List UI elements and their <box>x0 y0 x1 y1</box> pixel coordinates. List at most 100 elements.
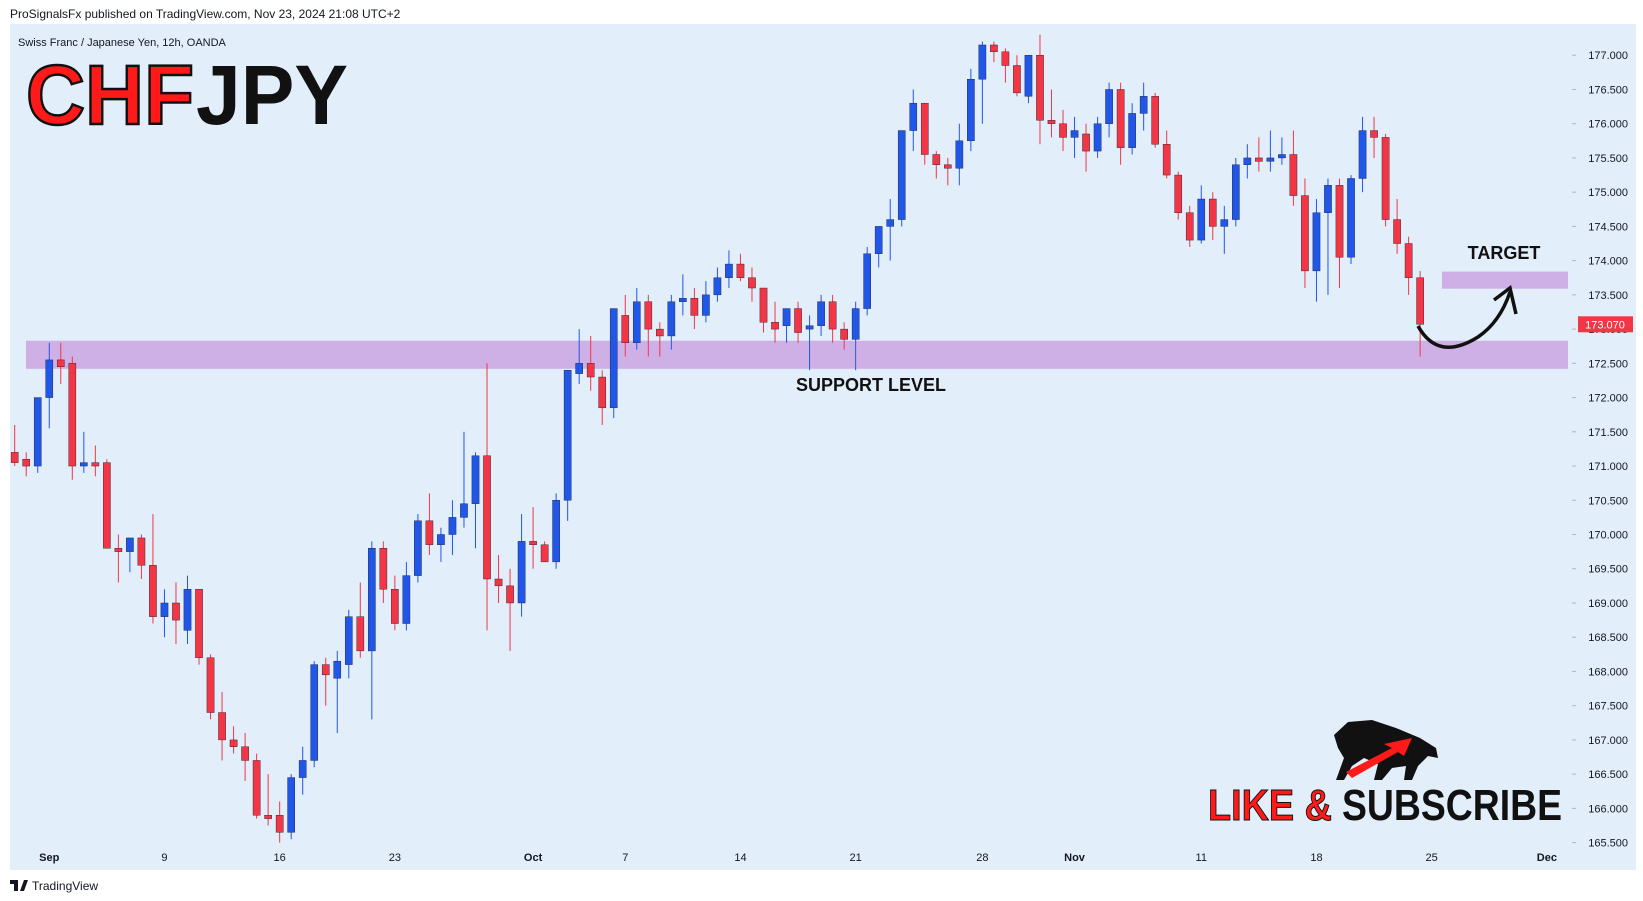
candle-body <box>1082 133 1090 152</box>
candle-body <box>644 301 653 330</box>
candle-body <box>690 298 699 316</box>
tradingview-logo <box>10 880 28 891</box>
y-tick-label: 171.000 <box>1588 461 1628 473</box>
candle-body <box>1381 137 1390 220</box>
candle-body <box>195 589 203 658</box>
y-tick-label: 176.000 <box>1588 119 1628 131</box>
y-tick-label: 165.500 <box>1588 838 1628 850</box>
candle-body <box>1220 219 1229 227</box>
candle-body <box>1197 198 1206 241</box>
title-right: JPY <box>196 48 348 142</box>
zone-label: TARGET <box>1468 243 1541 263</box>
bull-swoosh <box>1346 738 1412 778</box>
y-tick-label: 167.500 <box>1588 701 1628 713</box>
candle-body <box>356 616 365 652</box>
candle-body <box>437 534 445 545</box>
x-tick-label: 23 <box>389 852 401 864</box>
candle-body <box>333 660 342 679</box>
candle-body <box>1370 130 1378 138</box>
candle-body <box>563 369 572 501</box>
footer-brand: TradingView <box>32 879 98 893</box>
candle-body <box>1174 174 1183 213</box>
x-tick-label: 21 <box>850 852 862 864</box>
candle-body <box>840 328 848 340</box>
candle-body <box>1358 130 1367 179</box>
candle-body <box>1324 185 1332 213</box>
candle-body <box>667 301 676 337</box>
candle-body <box>56 359 65 367</box>
candle-body <box>275 815 284 833</box>
publisher-line: ProSignalsFx published on TradingView.co… <box>10 7 401 21</box>
y-tick-label: 172.500 <box>1588 358 1628 370</box>
candle-body <box>1093 123 1102 152</box>
candle-body <box>448 517 457 535</box>
logo-mark <box>10 880 18 891</box>
candle-body <box>494 578 503 587</box>
candle-body <box>1036 55 1044 121</box>
candle-body <box>517 541 526 604</box>
candle-body <box>1070 130 1079 138</box>
y-tick-label: 171.500 <box>1588 427 1628 439</box>
candle-body <box>402 575 411 624</box>
candle-body <box>1301 195 1309 272</box>
candle-body <box>1139 96 1148 114</box>
x-tick-label: 28 <box>976 852 988 864</box>
candle-body <box>1266 157 1275 162</box>
candle-body <box>944 164 952 169</box>
candle-body <box>1013 65 1021 94</box>
candle-body <box>794 308 802 333</box>
candle-body <box>137 537 146 566</box>
candle-body <box>206 657 215 713</box>
candle-body <box>344 616 353 665</box>
candle-body <box>656 328 664 337</box>
candle-body <box>967 78 975 142</box>
y-tick-label: 172.000 <box>1588 393 1628 405</box>
y-tick-label: 170.500 <box>1588 495 1628 507</box>
x-tick-label: 16 <box>274 852 286 864</box>
candle-body <box>702 294 710 316</box>
candle-body <box>736 263 745 278</box>
candle-body <box>126 537 134 552</box>
candle-body <box>990 44 998 53</box>
last-price-label: 173.070 <box>1585 319 1625 331</box>
candle-body <box>1116 89 1125 148</box>
candle-body <box>609 308 618 409</box>
candle-body <box>379 548 388 590</box>
candle-body <box>851 308 860 340</box>
candle-body <box>1047 120 1056 124</box>
candle-body <box>598 376 607 409</box>
candle-body <box>68 363 77 467</box>
candle-body <box>321 664 330 676</box>
candle-body <box>828 301 837 330</box>
candle-body <box>621 315 630 343</box>
last-price-box <box>1578 316 1633 333</box>
candle-body <box>1232 164 1240 220</box>
candle-body <box>552 500 560 563</box>
candle-body <box>1128 113 1136 148</box>
candle-body <box>114 548 123 552</box>
candle-body <box>264 815 272 819</box>
candle-body <box>298 760 307 778</box>
candle-body <box>1416 277 1424 325</box>
x-tick-label: 9 <box>161 852 167 864</box>
x-tick-label: 18 <box>1310 852 1322 864</box>
candle-body <box>1312 212 1321 272</box>
candle-body <box>1162 144 1171 176</box>
candle-body <box>471 455 480 504</box>
candle-body <box>91 462 100 467</box>
y-tick-label: 166.500 <box>1588 769 1628 781</box>
price-zone <box>26 340 1568 369</box>
x-tick-label: Sep <box>39 852 59 864</box>
candle-body <box>33 397 42 467</box>
y-tick-label: 174.500 <box>1588 221 1628 233</box>
bull-shape <box>1334 720 1438 780</box>
candle-body <box>874 226 883 254</box>
candle-body <box>679 298 687 302</box>
candle-body <box>1059 123 1067 138</box>
candle-body <box>1105 89 1113 124</box>
target-arrow <box>1416 291 1512 349</box>
y-tick-label: 166.000 <box>1588 803 1628 815</box>
y-tick-label: 176.500 <box>1588 84 1628 96</box>
